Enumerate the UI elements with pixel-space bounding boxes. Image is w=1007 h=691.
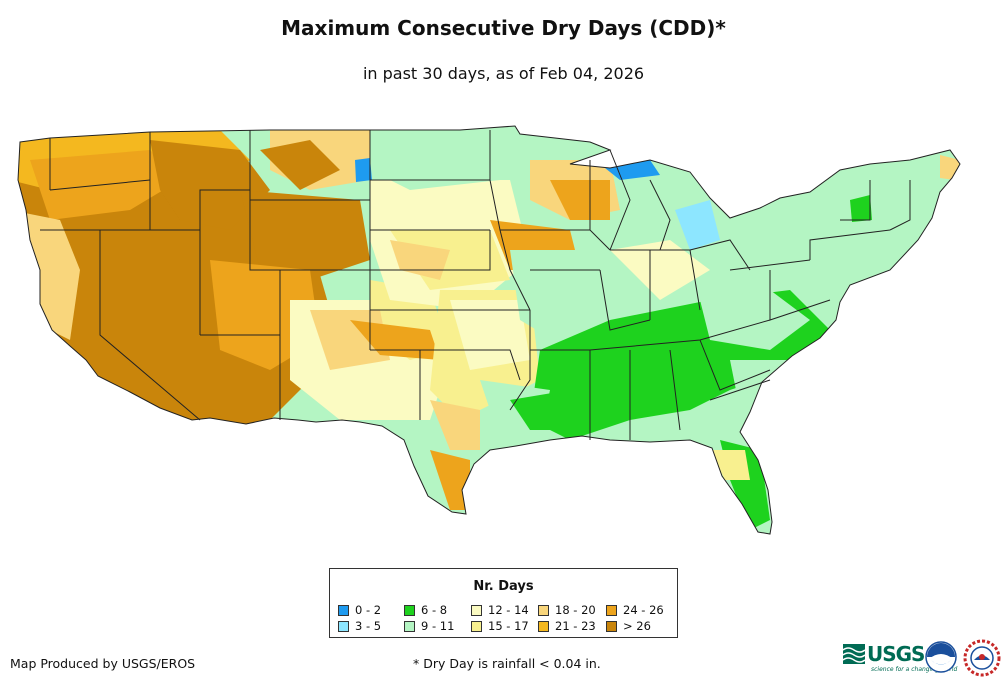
usgs-wave-icon — [843, 644, 865, 664]
legend-swatch — [338, 604, 349, 616]
legend-swatch — [538, 604, 549, 616]
legend-label: 18 - 20 — [555, 603, 596, 617]
legend-label: 0 - 2 — [355, 603, 382, 617]
legend-item-21-23: 21 - 23 — [538, 619, 596, 633]
legend-item-9-11: 9 - 11 — [404, 619, 454, 633]
usgs-tagline: science for a changing world — [871, 666, 958, 673]
map-legend: Nr. Days 0 - 2 3 - 5 6 - 8 9 - 11 12 - 1… — [329, 568, 678, 638]
legend-title: Nr. Days — [473, 579, 534, 594]
map-subtitle: in past 30 days, as of Feb 04, 2026 — [362, 64, 645, 83]
legend-label: 24 - 26 — [623, 603, 664, 617]
legend-swatch — [404, 604, 415, 616]
usgs-wordmark: USGS — [867, 642, 925, 666]
noaa-logo-icon — [925, 641, 957, 673]
legend-item-6-8: 6 - 8 — [404, 603, 447, 617]
legend-label: 15 - 17 — [488, 619, 529, 633]
legend-item-15-17: 15 - 17 — [471, 619, 529, 633]
legend-label: 21 - 23 — [555, 619, 596, 633]
legend-label: 9 - 11 — [421, 619, 455, 633]
cdd-map — [17, 125, 961, 535]
legend-item-18-20: 18 - 20 — [538, 603, 596, 617]
legend-item-0-2: 0 - 2 — [338, 603, 381, 617]
map-title: Maximum Consecutive Dry Days (CDD)* — [281, 16, 726, 40]
legend-item-3-5: 3 - 5 — [338, 619, 381, 633]
legend-label: 6 - 8 — [421, 603, 448, 617]
legend-swatch — [606, 604, 617, 616]
legend-item-24-26: 24 - 26 — [606, 603, 664, 617]
legend-swatch — [338, 620, 349, 632]
dry-day-footnote: * Dry Day is rainfall < 0.04 in. — [413, 656, 601, 671]
legend-swatch — [471, 620, 482, 632]
usgs-logo: USGS science for a changing world — [843, 642, 957, 673]
legend-swatch — [538, 620, 549, 632]
legend-swatch — [606, 620, 617, 632]
legend-swatch — [404, 620, 415, 632]
legend-swatch — [471, 604, 482, 616]
legend-item-over-26: > 26 — [606, 619, 651, 633]
map-credit: Map Produced by USGS/EROS — [10, 656, 196, 671]
legend-label: 12 - 14 — [488, 603, 529, 617]
legend-label: 3 - 5 — [355, 619, 382, 633]
nws-logo-icon — [963, 639, 1001, 677]
legend-label: > 26 — [623, 619, 651, 633]
legend-item-12-14: 12 - 14 — [471, 603, 529, 617]
